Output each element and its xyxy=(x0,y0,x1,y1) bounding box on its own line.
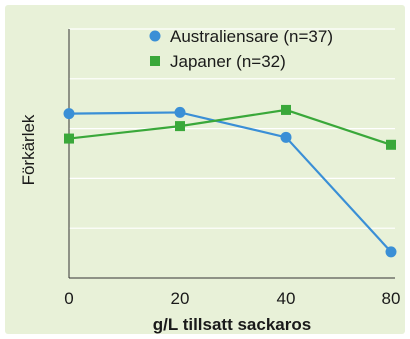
data-point xyxy=(64,133,74,144)
x-tick-label: 0 xyxy=(64,289,73,308)
x-tick-label: 80 xyxy=(382,289,401,308)
series-2 xyxy=(64,104,396,150)
legend-item: Australiensare (n=37) xyxy=(149,27,333,46)
data-point xyxy=(280,131,292,143)
data-point xyxy=(385,246,397,258)
data-point xyxy=(175,121,185,132)
data-point xyxy=(63,108,75,120)
data-point xyxy=(281,104,291,115)
legend-marker xyxy=(150,56,160,66)
series-line xyxy=(68,111,392,253)
y-axis-label: Förkärlek xyxy=(19,114,38,185)
legend-label: Japaner (n=32) xyxy=(170,52,286,71)
data-point xyxy=(386,139,396,150)
series-layer xyxy=(63,104,397,258)
data-point xyxy=(174,106,186,118)
legend: Australiensare (n=37) Japaner (n=32) xyxy=(149,27,333,71)
chart-card xyxy=(5,5,405,334)
series-line xyxy=(68,108,392,146)
x-axis-label: g/L tillsatt sackaros xyxy=(153,315,311,334)
x-tick-label: 20 xyxy=(171,289,190,308)
legend-item: Japaner (n=32) xyxy=(150,52,286,71)
legend-marker xyxy=(149,30,161,42)
series-1 xyxy=(63,106,397,258)
x-tick-label: 40 xyxy=(277,289,296,308)
x-tick-labels: 0 20 40 80 xyxy=(64,289,400,308)
legend-label: Australiensare (n=37) xyxy=(170,27,333,46)
